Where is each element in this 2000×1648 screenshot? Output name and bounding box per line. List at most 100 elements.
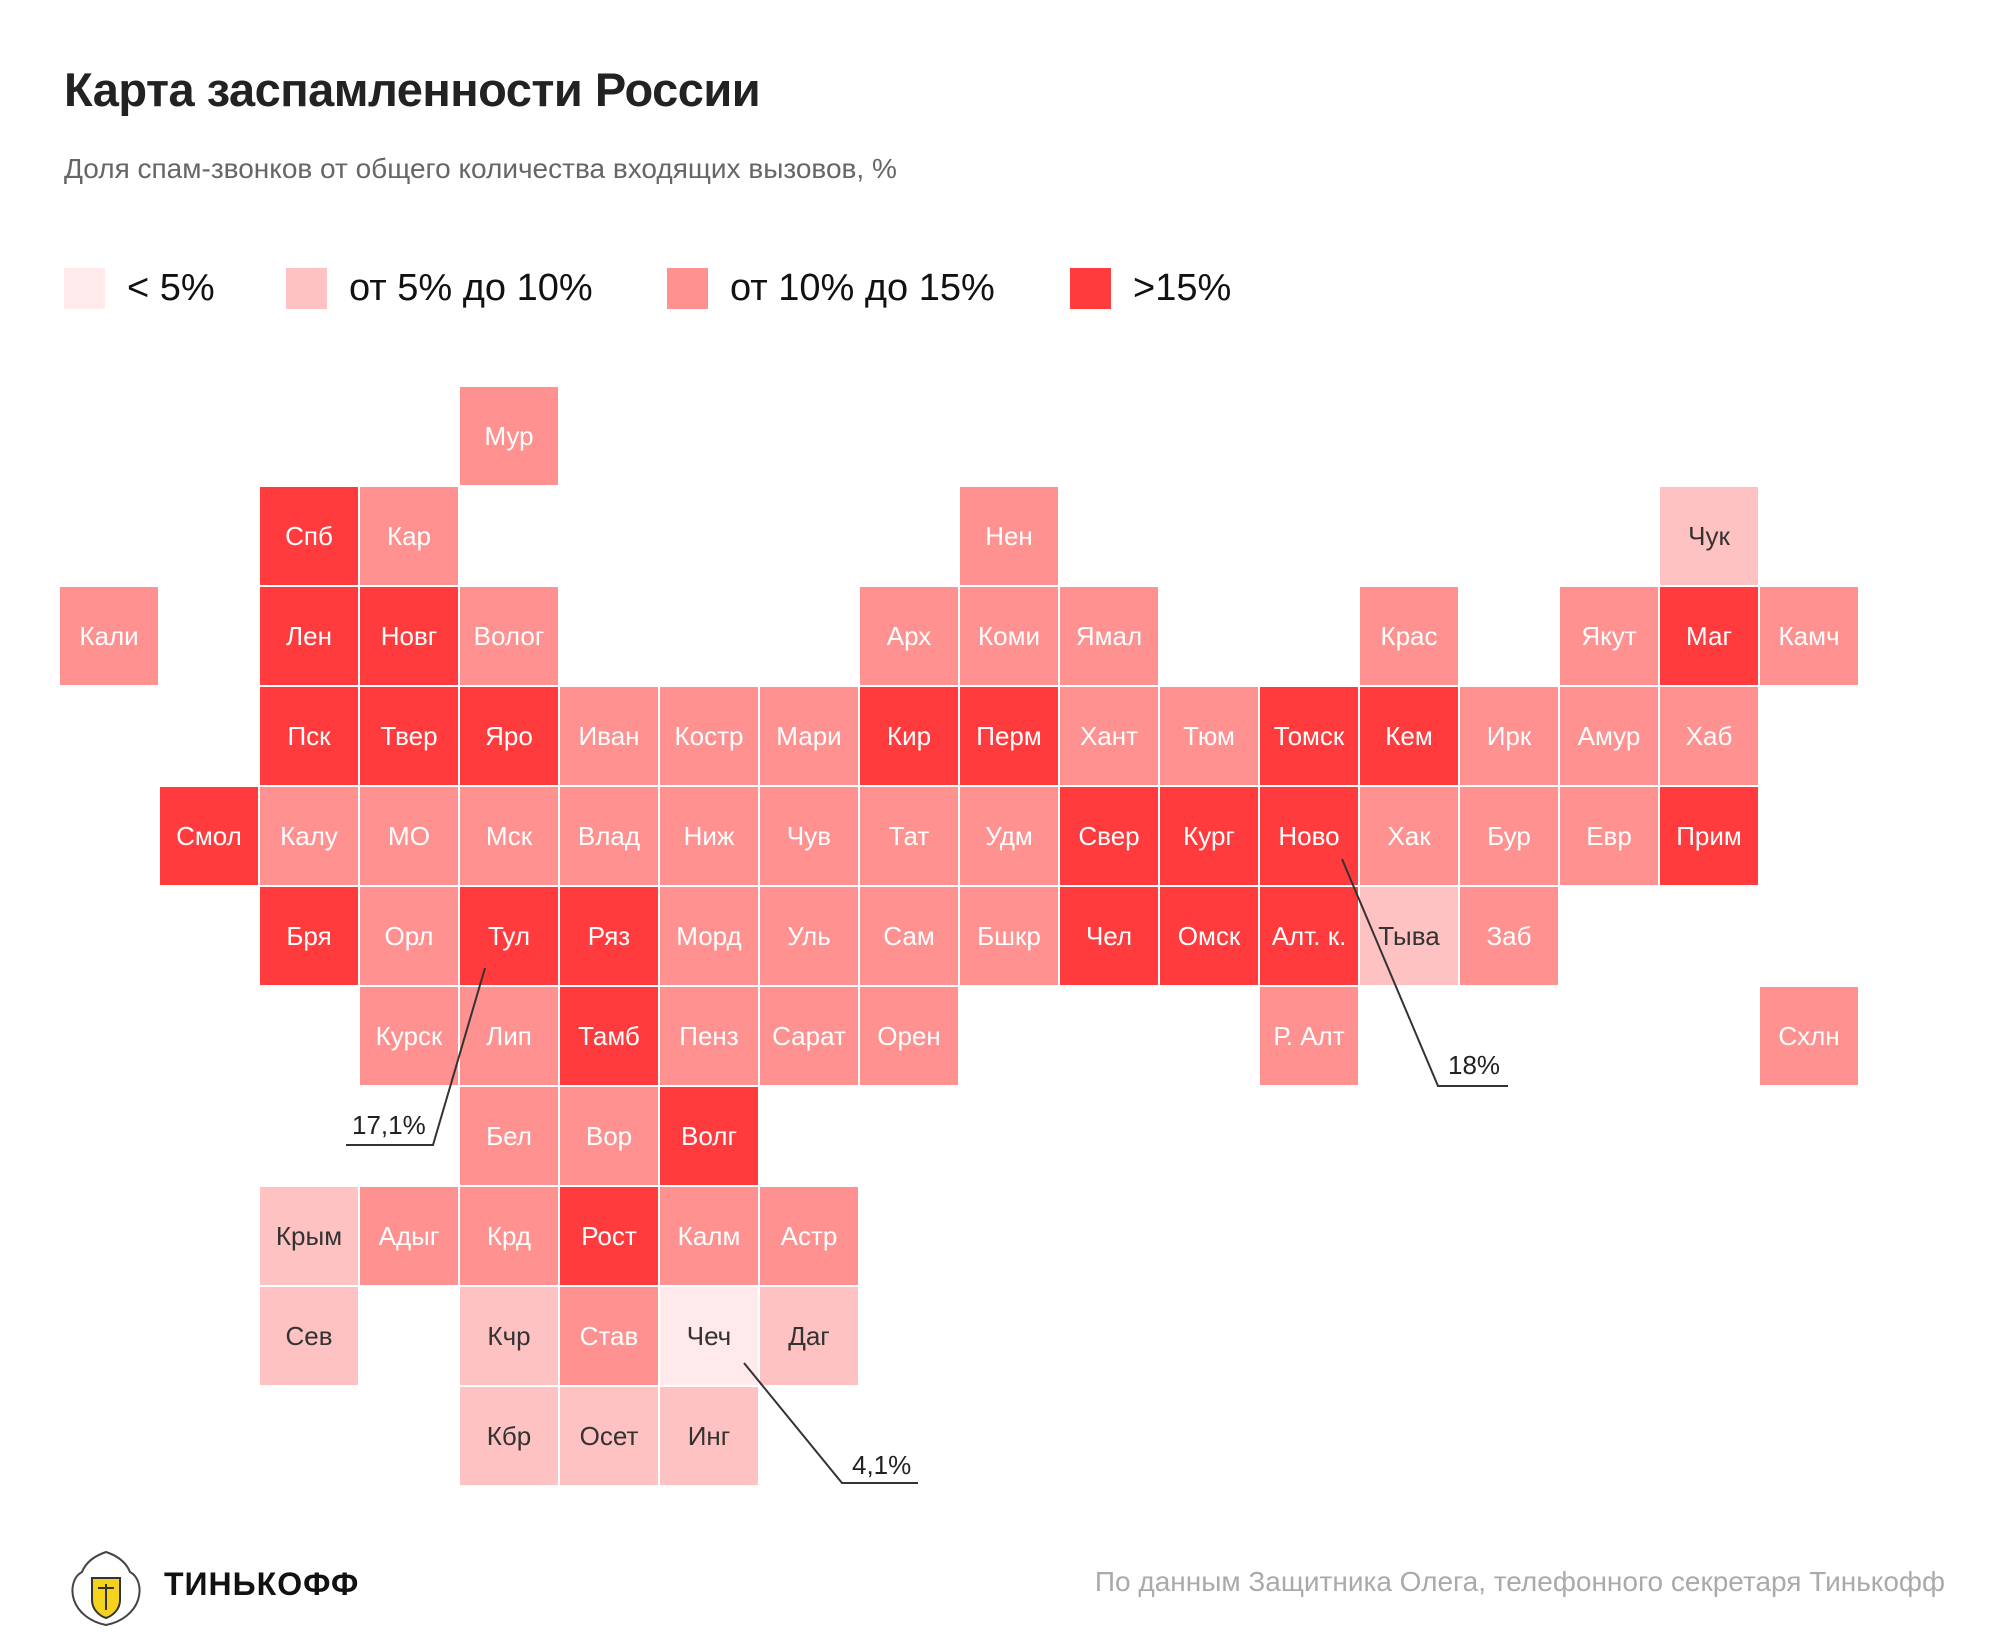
region-tile: Вор [560,1087,658,1185]
region-tile: Коми [960,587,1058,685]
region-tile: Тюм [1160,687,1258,785]
region-tile: Свер [1060,787,1158,885]
region-tile: Кбр [460,1387,558,1485]
region-tile: Томск [1260,687,1358,785]
region-tile: Амур [1560,687,1658,785]
region-tile: Новг [360,587,458,685]
legend-label: < 5% [127,266,215,309]
region-tile: Бря [260,887,358,985]
region-tile: МО [360,787,458,885]
region-tile: Яро [460,687,558,785]
region-tile: Морд [660,887,758,985]
region-tile: Сев [260,1287,358,1385]
region-tile: Мур [460,387,558,485]
region-tile: Спб [260,487,358,585]
legend-label: от 5% до 10% [349,266,593,309]
legend-swatch [667,267,708,309]
region-tile: Кем [1360,687,1458,785]
region-tile: Ирк [1460,687,1558,785]
region-tile: Камч [1760,587,1858,685]
region-tile: Рост [560,1187,658,1285]
region-tile: Кир [860,687,958,785]
source-note: По данным Защитника Олега, телефонного с… [1094,1566,1945,1597]
region-tile: Евр [1560,787,1658,885]
page-title: Карта заспамленности России [64,63,761,116]
legend-item-lt5: < 5% [64,267,215,309]
region-tile: Уль [760,887,858,985]
page-subtitle: Доля спам-звонков от общего количества в… [64,153,897,184]
region-tile: Прим [1660,787,1758,885]
region-tile: Лен [260,587,358,685]
region-tile: Мари [760,687,858,785]
region-tile: Удм [960,787,1058,885]
region-tile: Мск [460,787,558,885]
region-tile: Сарат [760,987,858,1085]
region-tile: Кар [360,487,458,585]
region-tile: Схлн [1760,987,1858,1085]
legend-item-10to15: от 10% до 15% [667,267,995,309]
region-tile: Ниж [660,787,758,885]
region-tile: Астр [760,1187,858,1285]
region-tile: Хант [1060,687,1158,785]
region-tile: Калу [260,787,358,885]
region-tile: Ново [1260,787,1358,885]
region-tile: Калм [660,1187,758,1285]
region-tile: Чув [760,787,858,885]
region-tile: Курск [360,987,458,1085]
legend-swatch [64,267,105,309]
region-tile: Кчр [460,1287,558,1385]
legend-item-5to10: от 5% до 10% [286,267,593,309]
legend-swatch [1070,267,1111,309]
region-tile: Кург [1160,787,1258,885]
callout-label-novo: 18% [1448,1050,1501,1080]
region-tile: Кали [60,587,158,685]
region-tile: Перм [960,687,1058,785]
region-tile: Тамб [560,987,658,1085]
region-tile: Чел [1060,887,1158,985]
region-tile: Даг [760,1287,858,1385]
legend-item-gt15: >15% [1070,267,1231,309]
region-tile: Влад [560,787,658,885]
region-tile: Лип [460,987,558,1085]
region-tile: Тыва [1360,887,1458,985]
region-tile: Крас [1360,587,1458,685]
tinkoff-logo-icon [71,1550,141,1627]
legend-label: от 10% до 15% [730,266,995,309]
region-tile: Маг [1660,587,1758,685]
region-tile: Орл [360,887,458,985]
region-tile: Инг [660,1387,758,1485]
region-tile: Якут [1560,587,1658,685]
region-tile: Тат [860,787,958,885]
region-tile: Чук [1660,487,1758,585]
region-tile: Заб [1460,887,1558,985]
region-tile: Р. Алт [1260,987,1358,1085]
region-tile: Сам [860,887,958,985]
region-tile: Иван [560,687,658,785]
callout-label-chech: 4,1% [852,1450,912,1480]
region-tile: Нен [960,487,1058,585]
brand-name: ТИНЬКОФФ [164,1566,360,1602]
region-tile: Чеч [660,1287,758,1385]
region-tile: Бел [460,1087,558,1185]
region-tile: Алт. к. [1260,887,1358,985]
legend-swatch [286,267,327,309]
region-tile: Тул [460,887,558,985]
region-tile: Хак [1360,787,1458,885]
region-tile: Бшкр [960,887,1058,985]
region-tile: Костр [660,687,758,785]
region-tile: Пенз [660,987,758,1085]
region-tile: Твер [360,687,458,785]
region-tile: Орен [860,987,958,1085]
region-tile: Арх [860,587,958,685]
region-tile: Хаб [1660,687,1758,785]
region-tile: Осет [560,1387,658,1485]
callout-label-tul: 17,1% [352,1110,426,1140]
region-tile: Смол [160,787,258,885]
region-tile: Крым [260,1187,358,1285]
region-tile: Бур [1460,787,1558,885]
region-tile: Пск [260,687,358,785]
region-tile: Ямал [1060,587,1158,685]
legend-label: >15% [1133,266,1232,309]
region-tile: Ряз [560,887,658,985]
